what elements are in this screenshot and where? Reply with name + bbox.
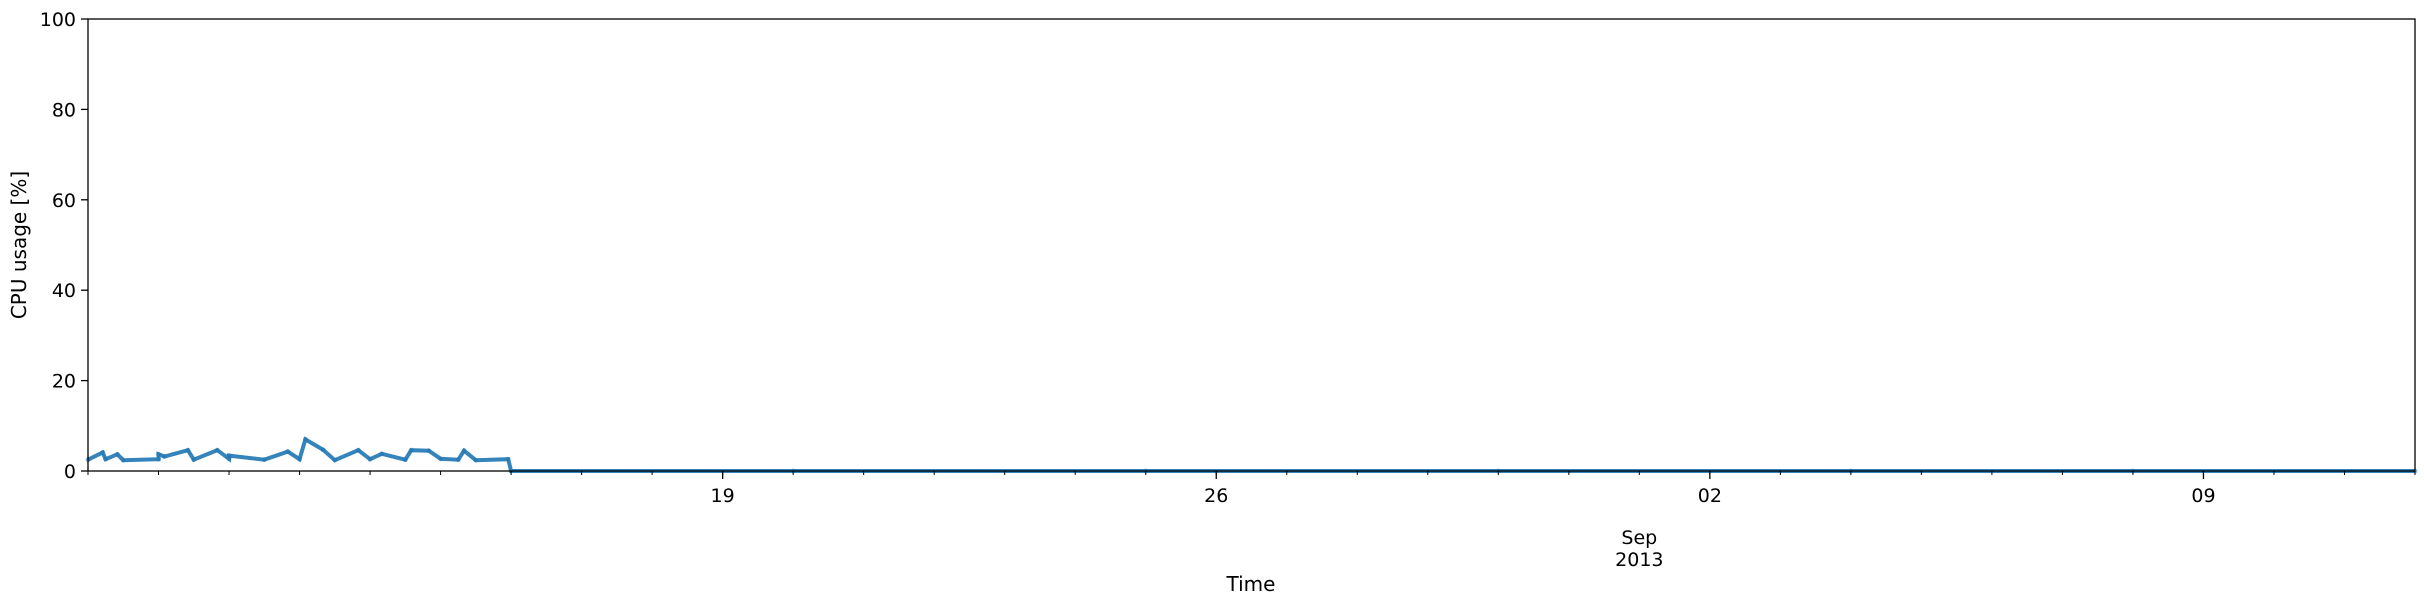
y-tick-label: 0 (64, 461, 76, 483)
data-point (156, 451, 161, 457)
data-point (103, 456, 109, 462)
data-point (402, 457, 408, 463)
data-point (455, 457, 461, 463)
data-point (355, 447, 361, 453)
data-point (114, 451, 120, 457)
data-point (120, 457, 126, 463)
x-axis-label: Time (1226, 572, 1276, 596)
data-point (408, 447, 414, 453)
data-point (367, 456, 373, 462)
plot-frame (87, 18, 2416, 472)
y-tick-label: 40 (52, 280, 76, 302)
data-point (214, 447, 220, 453)
x-secondary-label: Sep (1621, 527, 1657, 549)
x-tick-label: 19 (711, 485, 735, 507)
data-point (332, 457, 338, 463)
data-point (438, 456, 443, 462)
y-axis-label: CPU usage [%] (7, 171, 31, 319)
data-point (191, 457, 197, 463)
data-point (426, 448, 432, 454)
x-tick-label: 09 (2191, 485, 2215, 507)
data-point (473, 457, 479, 463)
data-point (156, 456, 161, 462)
data-point (297, 456, 302, 462)
y-axis-ticks: 0 20 40 60 80 100 (40, 9, 88, 483)
data-point (320, 447, 326, 453)
y-tick-label: 80 (52, 99, 76, 121)
data-point (303, 436, 308, 442)
y-tick-label: 20 (52, 371, 76, 393)
x-secondary-label: 2013 (1615, 549, 1663, 571)
data-point (185, 447, 191, 453)
data-point (161, 454, 167, 459)
data-point (461, 448, 467, 454)
data-point (505, 456, 511, 462)
y-tick-label: 100 (40, 9, 76, 31)
plot-area (88, 19, 2415, 471)
data-point (226, 453, 232, 459)
data-point (285, 449, 291, 454)
y-tick-label: 60 (52, 190, 76, 212)
data-point (100, 450, 106, 455)
data-point (379, 451, 385, 457)
x-tick-label: 26 (1204, 485, 1228, 507)
x-tick-label: 02 (1698, 485, 1722, 507)
data-point (261, 457, 267, 463)
